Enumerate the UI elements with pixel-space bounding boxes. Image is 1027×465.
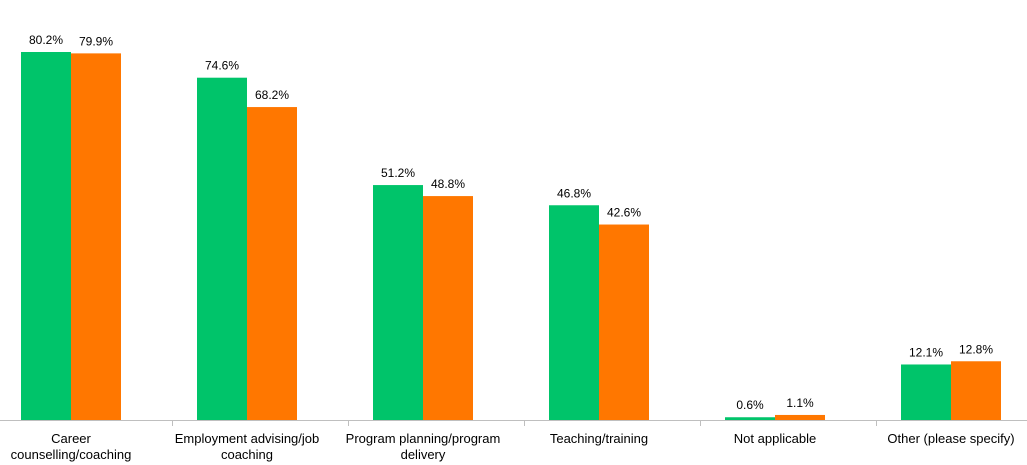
value-labels-group: 80.2% 79.9% 74.6% 68.2% 51.2% 48.8% 46.8% 42.6%… [29, 33, 993, 412]
bar [197, 77, 247, 420]
data-label: 12.1% [909, 345, 943, 359]
category-label: Teaching/training [550, 431, 648, 446]
bar [71, 53, 121, 421]
category-label: delivery [401, 447, 446, 462]
data-label: 74.6% [205, 59, 239, 73]
bar [247, 107, 297, 420]
data-label: 48.8% [431, 177, 465, 191]
x-axis [0, 420, 1027, 426]
category-label: Employment advising/job [175, 431, 320, 446]
data-label: 42.6% [607, 206, 641, 220]
data-label: 51.2% [381, 166, 415, 180]
data-label: 80.2% [29, 33, 63, 47]
category-label: Other (please specify) [887, 431, 1014, 446]
bar [599, 224, 649, 420]
category-label: Program planning/program [346, 431, 501, 446]
bar [373, 185, 423, 420]
category-label: counselling/coaching [11, 447, 132, 462]
bar [725, 417, 775, 420]
data-label: 12.8% [959, 342, 993, 356]
bar [901, 364, 951, 420]
bars-group [21, 52, 1001, 421]
bar [775, 414, 825, 420]
category-label: Not applicable [734, 431, 816, 446]
bar [21, 52, 71, 420]
category-label: Career [51, 431, 91, 446]
data-label: 46.8% [557, 186, 591, 200]
data-label: 0.6% [736, 398, 764, 412]
bar [549, 205, 599, 420]
data-label: 79.9% [79, 34, 113, 48]
data-label: 1.1% [786, 396, 814, 410]
category-label: coaching [221, 447, 273, 462]
bar [951, 361, 1001, 420]
data-label: 68.2% [255, 88, 289, 102]
bar [423, 196, 473, 420]
